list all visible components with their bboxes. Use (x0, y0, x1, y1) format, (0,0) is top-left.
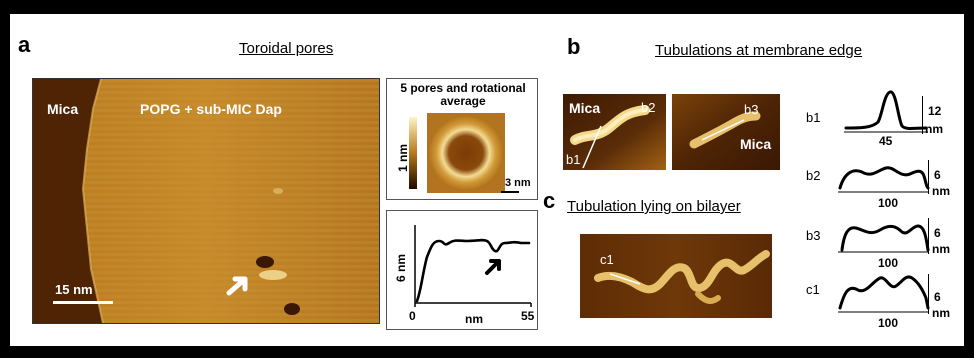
profile-b2: b2 6 nm 100 (800, 150, 960, 210)
afm-image-c: c1 (580, 234, 772, 318)
label-b3: b3 (744, 102, 759, 117)
panel-c-title: Tubulation lying on bilayer (567, 198, 741, 215)
profile-a-x-min: 0 (409, 309, 416, 323)
label-c1: c1 (600, 252, 614, 267)
profile-a-render (414, 225, 532, 307)
profile-b3: b3 6 nm 100 (800, 210, 960, 270)
afm-image-b-left-render (563, 94, 666, 170)
afm-image-b-right: b3 Mica (672, 94, 780, 170)
figure-panel: a Toroidal pores (10, 14, 964, 346)
afm-image-b-right-render (672, 94, 780, 170)
afm-image-toroidal-pores: Mica POPG + sub-MIC Dap 15 nm (32, 78, 380, 324)
label-mica: Mica (47, 101, 79, 117)
profile-c1-height: 6 (934, 290, 941, 304)
profile-b1-x: 45 (879, 134, 893, 148)
inset-title-line2: average (440, 94, 486, 108)
profile-b1-scale (922, 96, 923, 134)
profile-b1-height: 12 (928, 104, 942, 118)
profile-c1-id: c1 (806, 282, 820, 297)
panel-letter-b: b (567, 34, 581, 59)
label-sample: POPG + sub-MIC Dap (140, 101, 282, 117)
panel-a-title: Toroidal pores (239, 40, 334, 57)
label-b2: b2 (641, 100, 656, 115)
profile-b1-curve (844, 90, 928, 133)
profile-c1-scale (928, 274, 929, 314)
profile-a-y-label: 6 nm (394, 254, 408, 283)
profile-b2-curve (838, 166, 930, 193)
panel-letter-c: c (543, 188, 556, 213)
inset-pore-render (409, 113, 519, 193)
inset-rotational-average: 5 pores and rotational average (386, 78, 538, 200)
label-b-right-mica: Mica (740, 136, 772, 152)
profile-b1: b1 12 nm 45 (800, 88, 960, 148)
afm-image-render (33, 79, 379, 323)
profile-a-x-label: nm (465, 312, 483, 326)
profile-b2-height: 6 (934, 168, 941, 182)
profile-a-x-max: 55 (521, 309, 535, 323)
profile-b3-x: 100 (878, 256, 899, 270)
profile-b2-id: b2 (806, 168, 821, 183)
profile-c1-curve (838, 275, 930, 313)
profile-plot-a: 6 nm 0 nm 55 (386, 210, 538, 330)
afm-image-c-render (580, 234, 772, 318)
label-b-mica: Mica (569, 100, 601, 116)
profile-b3-unit: nm (932, 242, 950, 256)
inset-title-line1: 5 pores and rotational (400, 81, 526, 95)
profile-c1-x: 100 (878, 316, 899, 330)
label-b1: b1 (566, 152, 581, 167)
profile-b1-unit: nm (925, 122, 943, 136)
profile-b1-id: b1 (806, 110, 821, 125)
panel-b-title: Tubulations at membrane edge (655, 42, 863, 59)
profile-b2-x: 100 (878, 196, 899, 210)
afm-image-b-left: Mica b2 b1 (563, 94, 666, 170)
profile-b3-height: 6 (934, 226, 941, 240)
profile-b3-curve (838, 224, 930, 253)
inset-colorbar-label: 1 nm (396, 144, 410, 173)
profile-b3-id: b3 (806, 228, 821, 243)
profile-c1-unit: nm (932, 306, 950, 320)
inset-scale-bar-label: 3 nm (505, 177, 531, 189)
profile-b3-scale (928, 218, 929, 254)
scale-bar-label: 15 nm (55, 282, 93, 297)
profile-c1: c1 6 nm 100 (800, 264, 960, 334)
profile-b2-scale (928, 160, 929, 194)
profile-b2-unit: nm (932, 184, 950, 198)
panel-letter-a: a (18, 32, 31, 57)
